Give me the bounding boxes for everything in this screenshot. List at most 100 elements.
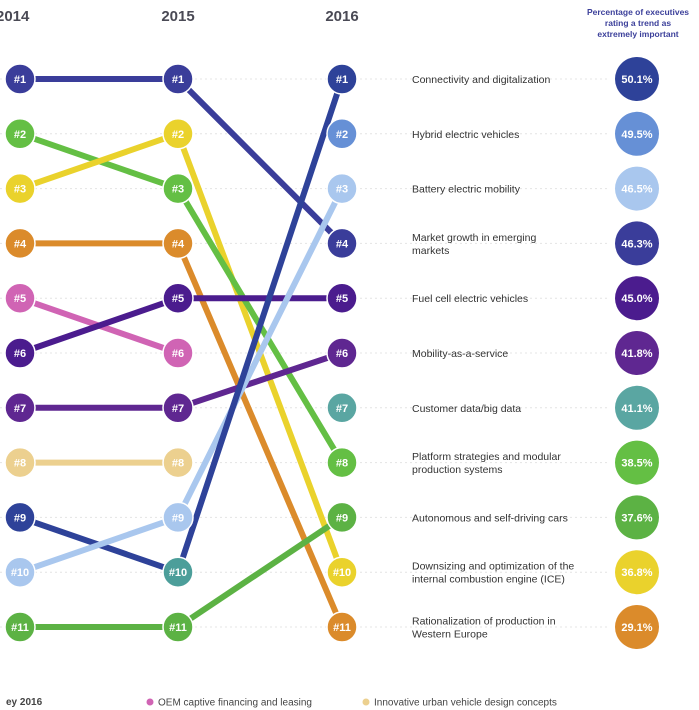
trend-rows-2016: Connectivity and digitalization 50.1% Hybr… <box>412 57 659 649</box>
rank-node-label: #5 <box>172 293 184 305</box>
rank-link-2015-2016 <box>175 514 345 630</box>
rank-node-2014 <box>4 337 36 369</box>
rank-node-2014 <box>4 118 36 150</box>
rank-node-2014 <box>4 446 36 479</box>
rank-node-label: #10 <box>169 567 187 579</box>
legend: ey 2016 OEM captive financing and leasing… <box>6 697 557 709</box>
percentage-header-line: Percentage of executives <box>587 7 689 17</box>
rank-link-2014-2015 <box>17 130 181 192</box>
legend-marker <box>146 698 154 706</box>
rank-node-label: #5 <box>14 293 26 305</box>
rank-node-label: #7 <box>172 403 184 415</box>
trend-label: Platform strategies and modular <box>412 451 561 463</box>
year-headers: 2014 2015 2016 <box>0 8 359 25</box>
rank-node-2016 <box>326 337 358 369</box>
rank-node-2016 <box>326 611 358 643</box>
rank-node-label: #4 <box>336 238 349 250</box>
legend-marker <box>362 698 370 706</box>
rank-node-2016 <box>326 446 358 479</box>
rank-node-label: #8 <box>172 458 184 470</box>
rank-node-2014 <box>4 392 36 424</box>
trend-label: Western Europe <box>412 629 488 641</box>
percentage-value: 29.1% <box>621 622 652 634</box>
year-label: 2015 <box>161 8 194 25</box>
rank-node-label: #11 <box>333 622 351 634</box>
rank-node-label: #1 <box>172 74 184 86</box>
trend-label: Connectivity and digitalization <box>412 74 550 86</box>
rank-node-2015 <box>162 172 194 205</box>
rank-link-2015-2016 <box>175 76 345 247</box>
rank-node-2015 <box>162 446 194 479</box>
trend-label: production systems <box>412 464 502 476</box>
rank-node-2014 <box>4 611 36 643</box>
rank-nodes: #1 #2 #3 #4 #5 #6 #7 #8 #9 #10 #11 #1 #2 #3 #4 #5 #6 #7 #8… <box>4 63 358 643</box>
rank-link-2014-2015 <box>17 295 181 356</box>
rank-node-label: #3 <box>336 184 348 196</box>
rank-node-2015 <box>162 501 194 534</box>
rank-node-label: #2 <box>172 129 184 141</box>
percentage-bubble <box>615 385 659 430</box>
trend-label: markets <box>412 245 449 257</box>
rank-node-2014 <box>4 282 36 314</box>
rank-node-label: #11 <box>169 622 187 634</box>
rank-node-2014 <box>4 172 36 205</box>
percentage-value: 50.1% <box>621 74 652 86</box>
rank-node-2015 <box>162 282 194 314</box>
rank-link-2014-2015 <box>17 514 181 576</box>
percentage-bubble <box>615 495 659 540</box>
rank-link-2015-2016 <box>175 76 345 576</box>
percentage-value: 38.5% <box>621 458 652 470</box>
percentage-value: 46.5% <box>621 184 652 196</box>
rank-node-label: #7 <box>14 403 26 415</box>
rank-node-label: #8 <box>14 458 26 470</box>
percentage-value: 41.1% <box>621 403 652 415</box>
rank-node-2015 <box>162 227 194 260</box>
rank-node-label: #6 <box>172 348 184 360</box>
rank-node-label: #4 <box>14 238 27 250</box>
trend-label: Autonomous and self-driving cars <box>412 512 568 524</box>
rank-node-label: #4 <box>172 238 185 250</box>
rank-node-label: #2 <box>14 129 26 141</box>
percentage-bubble <box>615 166 659 211</box>
rank-node-2016 <box>326 392 358 424</box>
rank-node-label: #1 <box>14 74 26 86</box>
trend-label: Mobility-as-a-service <box>412 348 508 360</box>
rank-node-label: #3 <box>14 184 26 196</box>
rank-node-2014 <box>4 501 36 534</box>
percentage-bubble <box>615 221 659 266</box>
rank-node-2014 <box>4 227 36 260</box>
year-label: 2016 <box>325 8 358 25</box>
legend-label: Innovative urban vehicle design concepts <box>374 698 557 709</box>
rank-node-2016 <box>326 501 358 534</box>
percentage-header-line: extremely important <box>597 29 678 39</box>
rank-node-2015 <box>162 556 194 588</box>
percentage-value: 41.8% <box>621 348 652 360</box>
rank-node-label: #10 <box>11 567 29 579</box>
trend-label: Hybrid electric vehicles <box>412 129 519 141</box>
trend-label: Market growth in emerging <box>412 232 536 244</box>
trend-label: Downsizing and optimization of the <box>412 561 574 573</box>
rank-node-label: #8 <box>336 458 348 470</box>
rank-node-2014 <box>4 556 36 588</box>
rank-node-label: #9 <box>172 512 184 524</box>
rank-node-2016 <box>326 556 358 588</box>
rank-node-2016 <box>326 282 358 314</box>
rank-node-label: #9 <box>14 512 26 524</box>
rank-node-label: #5 <box>336 293 348 305</box>
rank-node-2016 <box>326 172 358 205</box>
percentage-bubble <box>615 111 659 156</box>
trend-label: Rationalization of production in <box>412 616 556 628</box>
rank-link-2015-2016 <box>175 350 345 411</box>
trend-label: Customer data/big data <box>412 403 521 415</box>
rank-node-label: #6 <box>14 348 26 360</box>
percentage-value: 37.6% <box>621 512 652 524</box>
rank-links <box>17 76 345 630</box>
rank-node-label: #6 <box>336 348 348 360</box>
rank-node-label: #2 <box>336 129 348 141</box>
rank-node-label: #1 <box>336 74 348 86</box>
trend-label: Fuel cell electric vehicles <box>412 293 528 305</box>
percentage-bubble <box>615 550 659 595</box>
percentage-bubble <box>615 57 659 101</box>
